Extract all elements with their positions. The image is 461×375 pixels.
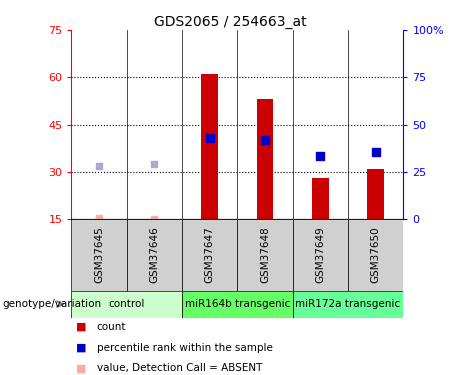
- Point: [95, 215, 103, 221]
- Text: ■: ■: [76, 363, 87, 373]
- Text: percentile rank within the sample: percentile rank within the sample: [97, 343, 273, 352]
- Text: GDS2065 / 254663_at: GDS2065 / 254663_at: [154, 15, 307, 29]
- Bar: [367, 169, 384, 219]
- Point: [372, 149, 379, 155]
- Point: [261, 137, 269, 143]
- Point: [151, 216, 158, 222]
- Text: ■: ■: [76, 343, 87, 352]
- Bar: [348, 219, 403, 291]
- Bar: [127, 219, 182, 291]
- Text: control: control: [109, 299, 145, 309]
- Point: [95, 164, 103, 170]
- Bar: [71, 291, 182, 318]
- Point: [151, 162, 158, 168]
- Bar: [257, 99, 273, 219]
- Text: count: count: [97, 322, 126, 332]
- Text: GSM37648: GSM37648: [260, 226, 270, 284]
- Bar: [312, 178, 329, 219]
- Point: [206, 135, 213, 141]
- Point: [317, 153, 324, 159]
- Text: GSM37645: GSM37645: [94, 226, 104, 284]
- Bar: [293, 219, 348, 291]
- Text: GSM37650: GSM37650: [371, 226, 381, 284]
- Text: GSM37646: GSM37646: [149, 226, 160, 284]
- Bar: [293, 291, 403, 318]
- Bar: [237, 219, 293, 291]
- Text: ■: ■: [76, 322, 87, 332]
- Bar: [201, 74, 218, 219]
- Bar: [182, 219, 237, 291]
- Text: miR172a transgenic: miR172a transgenic: [296, 299, 401, 309]
- Text: GSM37649: GSM37649: [315, 226, 325, 284]
- Text: GSM37647: GSM37647: [205, 226, 215, 284]
- Text: miR164b transgenic: miR164b transgenic: [185, 299, 290, 309]
- Bar: [71, 219, 127, 291]
- Text: value, Detection Call = ABSENT: value, Detection Call = ABSENT: [97, 363, 262, 373]
- Bar: [182, 291, 293, 318]
- Text: genotype/variation: genotype/variation: [2, 299, 101, 309]
- Bar: [97, 218, 101, 219]
